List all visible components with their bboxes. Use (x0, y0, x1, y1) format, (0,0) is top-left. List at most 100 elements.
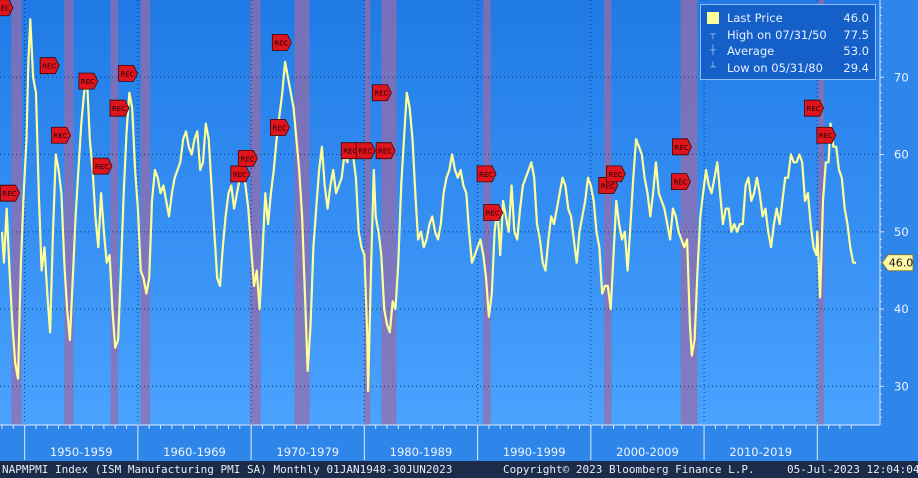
rec-label-16: REC (476, 165, 497, 183)
recession-band-1 (64, 0, 74, 425)
last-value-text: 46.0 (889, 257, 914, 270)
footer-bar: NAPMPMI Index (ISM Manufacturing PMI SA)… (0, 461, 918, 478)
rec-marker-icon (671, 173, 691, 190)
high-marker-icon: ┬ (710, 29, 716, 40)
rec-marker-icon (109, 99, 130, 117)
rec-label-text: REC (233, 171, 247, 179)
rec-marker-icon (804, 99, 824, 117)
rec-label-8: REC (230, 165, 251, 183)
rec-label-text: REC (274, 40, 288, 48)
rec-label-5: REC (92, 157, 113, 175)
x-decade-label-1980-1989: 1980-1989 (390, 445, 453, 459)
recession-band-11 (818, 0, 825, 425)
rec-label-text: REC (673, 179, 687, 187)
y-tick-label-70: 70 (894, 70, 909, 84)
rec-label-3: REC (51, 126, 71, 144)
rec-label-15: REC (375, 142, 396, 160)
rec-label-0: REC (0, 0, 14, 17)
y-tick-label-30: 30 (894, 379, 909, 393)
rec-label-10: REC (271, 34, 292, 51)
rec-label-11: REC (270, 119, 290, 136)
high-label: High on 07/31/50 (727, 27, 827, 42)
rec-marker-icon (605, 165, 626, 183)
rec-marker-icon (118, 65, 138, 82)
rec-label-text: REC (343, 148, 357, 156)
rec-label-text: REC (81, 78, 95, 86)
rec-label-text: REC (608, 171, 622, 179)
last-value-tag: 46.0 (881, 254, 914, 272)
recession-band-10 (680, 0, 698, 425)
average-value: 53.0 (843, 44, 869, 59)
rec-label-text: REC (819, 132, 833, 140)
rec-label-text: REC (806, 105, 820, 113)
rec-marker-icon (78, 72, 99, 90)
legend-last-price: Last Price 46.0 (707, 10, 869, 27)
x-decade-label-1970-1979: 1970-1979 (276, 445, 339, 459)
rec-marker-icon (672, 138, 692, 156)
rec-label-text: REC (601, 182, 615, 190)
rec-label-text: REC (95, 163, 109, 171)
rec-label-20: REC (672, 138, 692, 156)
x-decade-label-1990-1999: 1990-1999 (503, 445, 566, 459)
rec-marker-icon (483, 204, 504, 221)
rec-label-text: REC (53, 132, 67, 140)
rec-marker-icon (816, 126, 837, 144)
recession-band-6 (364, 0, 371, 425)
rec-label-2: REC (39, 57, 60, 75)
rec-label-13: REC (355, 142, 376, 160)
footer-copyright: Copyright© 2023 Bloomberg Finance L.P. (503, 463, 755, 476)
rec-label-text: REC (374, 90, 388, 98)
y-tick-label-40: 40 (894, 302, 909, 316)
rec-marker-icon (51, 126, 71, 144)
rec-label-4: REC (78, 72, 99, 90)
rec-marker-icon (270, 119, 290, 136)
last-value-badge (881, 254, 914, 272)
rec-label-text: REC (358, 148, 372, 156)
low-label: Low on 05/31/80 (727, 60, 823, 75)
average-marker-icon: ┼ (710, 46, 716, 57)
last-price-label: Last Price (727, 11, 783, 26)
low-marker-icon: ┴ (710, 62, 716, 73)
rec-marker-icon (476, 165, 497, 183)
recession-band-2 (110, 0, 119, 425)
pmi-series-line (0, 18, 856, 393)
x-decade-label-2000-2009: 2000-2009 (616, 445, 679, 459)
rec-marker-icon (0, 184, 20, 202)
x-decade-label-1960-1969: 1960-1969 (163, 445, 226, 459)
high-value: 77.5 (843, 27, 869, 42)
rec-label-text: REC (0, 5, 10, 13)
low-value: 29.4 (843, 60, 869, 75)
rec-label-1: REC (0, 184, 20, 202)
rec-label-21: REC (671, 173, 691, 190)
rec-marker-icon (371, 84, 392, 102)
rec-marker-icon (0, 0, 14, 17)
rec-label-text: REC (486, 210, 500, 218)
x-decade-label-1950-1959: 1950-1959 (50, 445, 113, 459)
footer-timestamp: 05-Jul-2023 12:04:04 (787, 463, 918, 476)
rec-marker-icon (92, 157, 113, 175)
last-price-swatch (707, 12, 719, 25)
recession-band-0 (11, 0, 22, 425)
rec-marker-icon (237, 150, 258, 167)
rec-label-text: REC (479, 171, 493, 179)
rec-label-text: REC (378, 148, 392, 156)
recession-band-4 (250, 0, 261, 425)
rec-label-17: REC (483, 204, 504, 221)
legend-average: ┼ Average 53.0 (707, 43, 869, 60)
recession-band-3 (140, 0, 151, 425)
rec-label-9: REC (237, 150, 258, 167)
legend-low: ┴ Low on 05/31/80 29.4 (707, 60, 869, 77)
last-price-value: 46.0 (843, 11, 869, 26)
average-label: Average (727, 44, 775, 59)
rec-label-text: REC (240, 155, 254, 163)
rec-label-22: REC (804, 99, 824, 117)
rec-label-7: REC (118, 65, 138, 82)
recession-band-7 (381, 0, 397, 425)
y-tick-label-60: 60 (894, 148, 909, 162)
rec-label-text: REC (42, 63, 56, 71)
y-tick-label-50: 50 (894, 225, 909, 239)
rec-label-text: REC (2, 190, 16, 198)
recession-band-9 (604, 0, 612, 425)
rec-label-text: REC (120, 70, 134, 78)
